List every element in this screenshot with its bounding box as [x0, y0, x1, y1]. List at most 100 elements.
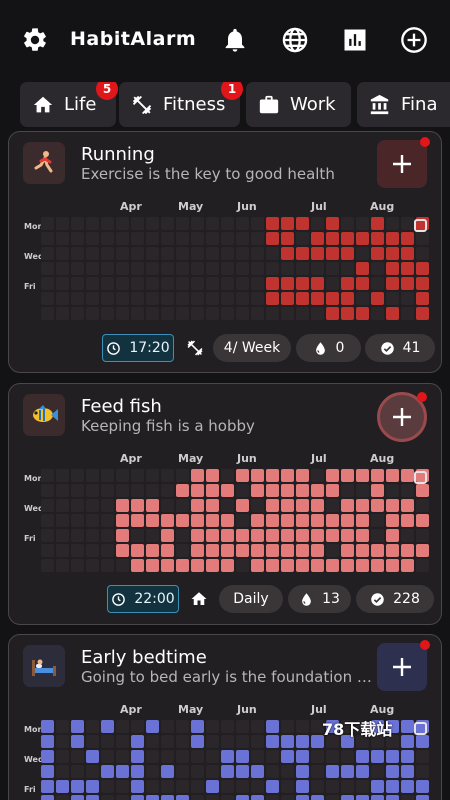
heatmap-cell	[146, 307, 159, 320]
complete-habit-button[interactable]	[377, 640, 430, 691]
heatmap-cell	[296, 484, 309, 497]
bar-chart-icon[interactable]	[341, 26, 369, 54]
heatmap-cell	[221, 720, 234, 733]
heatmap-cell	[356, 529, 369, 542]
tab-finance[interactable]: Fina	[357, 82, 450, 127]
checkbox[interactable]	[414, 471, 427, 484]
heatmap-cell	[41, 469, 54, 482]
heatmap-cell	[146, 529, 159, 542]
heatmap-cell	[191, 514, 204, 527]
heatmap-cell	[56, 232, 69, 245]
heatmap-cell	[251, 750, 264, 763]
month-label: May	[178, 200, 204, 213]
heatmap-cell	[326, 795, 339, 800]
heatmap-cell	[206, 795, 219, 800]
heatmap-cell	[131, 469, 144, 482]
heatmap-cell	[86, 307, 99, 320]
tab-label: Fina	[401, 94, 438, 115]
heatmap-cell	[266, 750, 279, 763]
heatmap-cell	[191, 735, 204, 748]
heatmap-cell	[41, 544, 54, 557]
heatmap-cell	[356, 559, 369, 572]
habit-emoji	[23, 394, 65, 436]
heatmap-cell	[356, 780, 369, 793]
heatmap-cell	[311, 307, 324, 320]
heatmap-cell	[191, 795, 204, 800]
heatmap-cell	[101, 217, 114, 230]
heatmap-cell	[71, 514, 84, 527]
heatmap-cell	[296, 307, 309, 320]
heatmap-cell	[56, 780, 69, 793]
checkbox[interactable]	[414, 722, 427, 735]
heatmap-cell	[296, 247, 309, 260]
heatmap-cell	[281, 780, 294, 793]
heatmap-cell	[386, 765, 399, 778]
heatmap-cell	[101, 559, 114, 572]
heatmap-cell	[281, 720, 294, 733]
heatmap-cell	[251, 780, 264, 793]
checkbox[interactable]	[414, 219, 427, 232]
globe-icon[interactable]	[281, 26, 309, 54]
heatmap-cell	[146, 750, 159, 763]
heatmap-cell	[251, 277, 264, 290]
heatmap-cell	[386, 529, 399, 542]
month-label: Aug	[370, 703, 395, 716]
heatmap-cell	[341, 217, 354, 230]
add-circle-icon[interactable]	[400, 26, 428, 54]
heatmap-cell	[311, 277, 324, 290]
heatmap-cell	[191, 559, 204, 572]
heatmap-cell	[341, 307, 354, 320]
tab-fitness[interactable]: Fitness	[119, 82, 240, 127]
habit-stats: 22:00 Daily 13 228	[9, 585, 441, 615]
tab-work[interactable]: Work	[246, 82, 351, 127]
heatmap-cell	[146, 499, 159, 512]
heatmap-cell	[206, 277, 219, 290]
heatmap-cell	[236, 795, 249, 800]
heatmap-cell	[86, 247, 99, 260]
heatmap-cell	[221, 247, 234, 260]
heatmap-cell	[71, 277, 84, 290]
gear-icon[interactable]	[21, 26, 49, 54]
heatmap-cell	[326, 544, 339, 557]
heatmap-cell	[236, 469, 249, 482]
complete-habit-button[interactable]	[377, 137, 430, 188]
heatmap-cell	[281, 544, 294, 557]
habit-emoji	[23, 645, 65, 687]
heatmap-cell	[41, 720, 54, 733]
heatmap-cell	[386, 262, 399, 275]
heatmap-cell	[176, 499, 189, 512]
habit-card-early-bedtime[interactable]: Early bedtime Going to bed early is the …	[8, 634, 442, 800]
complete-habit-button[interactable]	[377, 392, 427, 442]
heatmap-cell	[221, 232, 234, 245]
heatmap-cell	[86, 277, 99, 290]
heatmap-cell	[416, 307, 429, 320]
heatmap-cell	[236, 514, 249, 527]
heatmap-cell	[131, 765, 144, 778]
heatmap-cell	[206, 765, 219, 778]
heatmap-cell	[236, 307, 249, 320]
heatmap-cell	[341, 559, 354, 572]
heatmap-cell	[401, 232, 414, 245]
heatmap-cell	[101, 277, 114, 290]
habit-subtitle: Going to bed early is the foundation …	[81, 668, 372, 686]
heatmap-cell	[311, 735, 324, 748]
heatmap-cell	[371, 780, 384, 793]
heatmap-cell	[386, 247, 399, 260]
reminder-time[interactable]: 17:20	[102, 334, 174, 362]
heatmap-cell	[116, 559, 129, 572]
heatmap-cell	[311, 499, 324, 512]
heatmap-cell	[101, 765, 114, 778]
habit-card-running[interactable]: Running Exercise is the key to good heal…	[8, 131, 442, 373]
bell-icon[interactable]	[221, 26, 249, 54]
heatmap-cell	[296, 780, 309, 793]
heatmap-cell	[386, 514, 399, 527]
heatmap-cell	[176, 544, 189, 557]
heatmap-cell	[356, 765, 369, 778]
heatmap-cell	[116, 544, 129, 557]
heatmap-cell	[71, 247, 84, 260]
heatmap-cell	[386, 232, 399, 245]
reminder-time[interactable]: 22:00	[107, 585, 179, 613]
heatmap-cell	[176, 720, 189, 733]
habit-card-feed-fish[interactable]: Feed fish Keeping fish is a hobby Apr Ma…	[8, 383, 442, 625]
heatmap-cell	[371, 544, 384, 557]
